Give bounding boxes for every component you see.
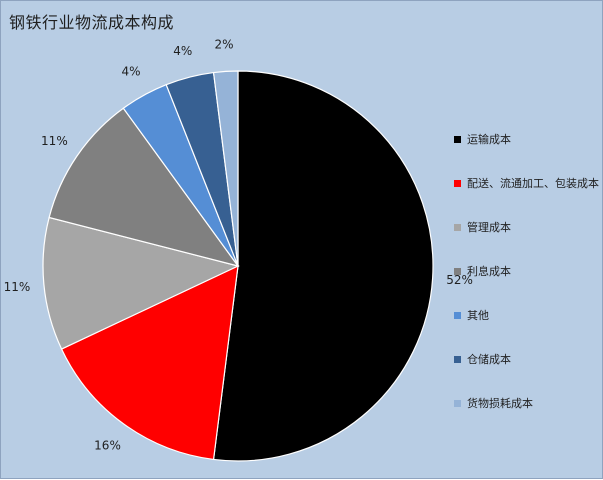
data-label-transport: 52%	[446, 273, 473, 287]
legend-item-loss: 货物损耗成本	[454, 396, 599, 440]
pie-slice-distribution	[60, 264, 239, 461]
legend-swatch-other	[454, 312, 461, 319]
legend-swatch-loss	[454, 400, 461, 407]
legend-item-other: 其他	[454, 308, 599, 352]
legend-label-management: 管理成本	[467, 221, 511, 234]
legend-label-distribution: 配送、流通加工、包装成本	[467, 177, 599, 190]
legend-swatch-warehouse	[454, 356, 461, 363]
legend-label-other: 其他	[467, 309, 489, 322]
data-label-interest: 11%	[41, 134, 68, 148]
legend: 运输成本 配送、流通加工、包装成本 管理成本 利息成本 其他 仓储成本 货物损耗…	[454, 132, 599, 440]
pie-slice-transport	[212, 70, 434, 462]
legend-item-warehouse: 仓储成本	[454, 352, 599, 396]
chart-title: 钢铁行业物流成本构成	[9, 13, 175, 32]
legend-item-distribution: 配送、流通加工、包装成本	[454, 176, 599, 220]
pie-slice-loss	[212, 70, 239, 267]
pie-slice-interest	[48, 107, 240, 267]
legend-item-interest: 利息成本	[454, 264, 599, 308]
legend-item-transport: 运输成本	[454, 132, 599, 176]
legend-item-management: 管理成本	[454, 220, 599, 264]
data-label-management: 11%	[4, 280, 31, 294]
pie-slice-management	[42, 216, 240, 350]
legend-label-transport: 运输成本	[467, 133, 511, 146]
legend-swatch-management	[454, 224, 461, 231]
legend-label-warehouse: 仓储成本	[467, 353, 511, 366]
legend-label-loss: 货物损耗成本	[467, 397, 533, 410]
data-label-other: 4%	[122, 64, 141, 78]
legend-swatch-interest	[454, 268, 461, 275]
legend-label-interest: 利息成本	[467, 265, 511, 278]
data-label-warehouse: 4%	[173, 44, 192, 58]
legend-swatch-transport	[454, 136, 461, 143]
legend-swatch-distribution	[454, 180, 461, 187]
data-label-distribution: 16%	[94, 439, 121, 453]
data-label-loss: 2%	[215, 37, 234, 51]
